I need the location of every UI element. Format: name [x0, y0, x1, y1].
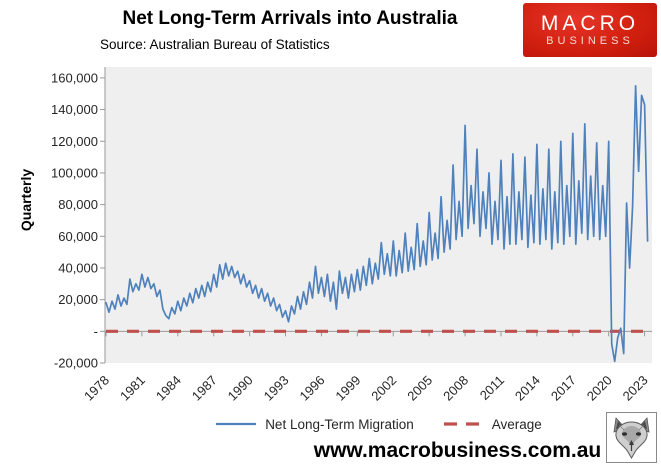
legend-item-net-migration: Net Long-Term Migration: [215, 417, 414, 432]
logo-text-macro: MACRO: [540, 11, 640, 35]
logo-text-business: BUSINESS: [546, 34, 634, 47]
legend-label-average: Average: [491, 416, 542, 432]
x-tick-label: 1978: [81, 373, 112, 404]
wolf-face-icon: [613, 417, 650, 459]
legend-dash-swatch-icon: [443, 422, 484, 426]
x-tick-label: 2014: [512, 373, 543, 404]
x-tick-label: 1981: [117, 373, 148, 404]
net-migration-series-line: [105, 84, 649, 363]
y-tick-label: -: [94, 324, 98, 339]
y-tick-label: 100,000: [51, 165, 98, 180]
plot-background: [105, 67, 652, 363]
x-tick-label: 1996: [297, 373, 328, 404]
x-tick-label: 2011: [477, 373, 507, 403]
y-tick-label: 20,000: [58, 292, 98, 307]
x-tick-label: 2020: [584, 373, 615, 404]
y-tick-label: 160,000: [51, 70, 98, 85]
x-tick-label: 2017: [548, 373, 579, 404]
legend-label-net-migration: Net Long-Term Migration: [265, 416, 414, 432]
chart-title: Net Long-Term Arrivals into Australia: [122, 8, 458, 29]
legend-item-average: Average: [443, 416, 542, 432]
y-tick-label: 80,000: [58, 197, 98, 212]
wolf-logo: [606, 412, 657, 463]
x-tick-label: 1987: [189, 373, 220, 404]
x-tick-label: 2008: [440, 373, 471, 404]
x-tick-label: 1984: [153, 373, 184, 404]
x-tick-label: 2023: [620, 373, 651, 404]
x-tick-label: 2005: [404, 373, 435, 404]
x-tick-label: 1993: [261, 373, 292, 404]
chart-legend: Net Long-Term Migration Average: [105, 415, 652, 433]
x-tick-label: 1990: [225, 373, 256, 404]
legend-line-swatch-icon: [216, 422, 257, 426]
y-tick-label: 60,000: [58, 229, 98, 244]
y-tick-label: 40,000: [58, 260, 98, 275]
x-tick-label: 1999: [332, 373, 363, 404]
website-url: www.macrobusiness.com.au: [313, 439, 602, 462]
y-tick-label: -20,000: [54, 356, 98, 371]
y-tick-label: 120,000: [51, 134, 98, 149]
macrobusiness-logo: MACRO BUSINESS: [523, 3, 657, 57]
y-tick-label: 140,000: [51, 102, 98, 117]
x-tick-label: 2002: [368, 373, 399, 404]
chart-subtitle: Source: Australian Bureau of Statistics: [100, 37, 330, 52]
